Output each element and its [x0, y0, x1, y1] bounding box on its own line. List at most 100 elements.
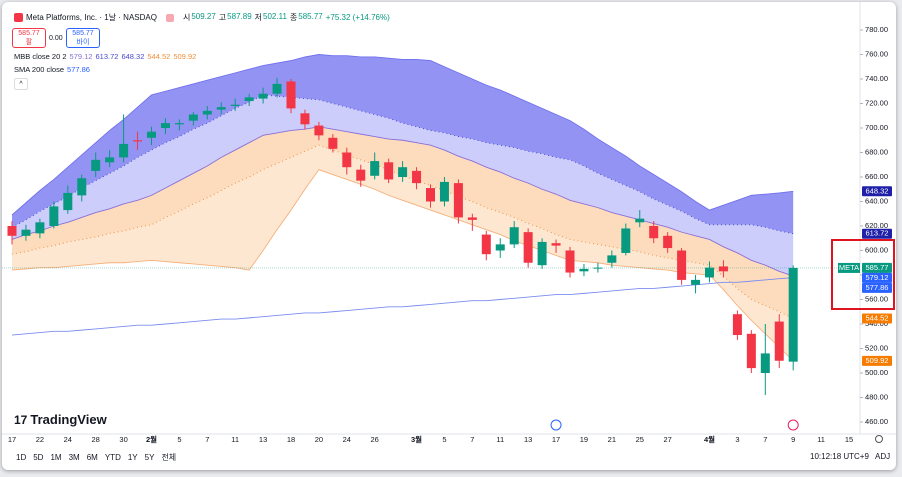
ohlc-value: 585.77	[298, 12, 323, 21]
timeframe-button[interactable]: 1Y	[127, 453, 138, 462]
sell-price: 585.77	[18, 30, 40, 37]
x-tick-label: 20	[315, 435, 323, 444]
ohlc-open: 시 509.27	[183, 12, 216, 23]
candle-body	[147, 131, 156, 138]
candle-body	[314, 125, 324, 136]
x-tick-label: 25	[636, 435, 644, 444]
candle-body	[244, 97, 254, 102]
candle-body	[272, 83, 282, 94]
candle-body	[300, 113, 310, 125]
price-tag-label: 577.86	[866, 283, 889, 292]
candle-body	[174, 123, 184, 125]
candle-body	[370, 161, 380, 176]
candle-body	[230, 104, 240, 106]
change: +75.32 (+14.76%)	[325, 13, 390, 22]
collapse-button[interactable]: ^	[14, 78, 28, 90]
ohlc-value: 502.11	[263, 12, 287, 21]
x-tick-label: 30	[119, 435, 127, 444]
price-tag	[862, 186, 892, 197]
candle-body	[565, 250, 575, 273]
band-fill	[12, 126, 794, 319]
candle-body	[49, 206, 59, 226]
candle-body	[426, 188, 435, 202]
timeframe-button[interactable]: YTD	[104, 453, 121, 462]
timeframe-button[interactable]: 3M	[68, 453, 80, 462]
x-tick-label: 3월	[411, 434, 422, 444]
timeframe-bar: 1D 5D 1M 3M 6M YTD 1Y 5Y 전체	[16, 452, 176, 463]
candle-body	[774, 321, 784, 361]
buy-button[interactable]: 585.77 바이	[66, 28, 100, 48]
sell-button[interactable]: 585.77 팔	[12, 28, 46, 48]
mbb-legend[interactable]: MBB close 20 2 579.12 613.72 648.32 544.…	[14, 52, 196, 61]
candle-body	[286, 81, 296, 109]
event-icon	[550, 419, 562, 431]
event-icon	[787, 419, 799, 431]
ohlc-label: 시	[182, 13, 191, 22]
highlight-box	[831, 239, 895, 310]
ohlc-label: 종	[289, 13, 298, 22]
y-tick-label: 560.00	[865, 294, 888, 303]
candle-body	[467, 217, 477, 220]
price-tag-label: 509.92	[866, 356, 889, 365]
candle-body	[607, 255, 617, 263]
x-tick-label: 28	[92, 435, 100, 444]
ohlc-low: 저 502.11	[255, 12, 287, 23]
candle-body	[579, 268, 589, 272]
symbol-icon	[14, 13, 23, 22]
x-tick-label: 2월	[146, 434, 157, 444]
candle-body	[216, 107, 226, 110]
x-tick-label: 13	[259, 435, 267, 444]
ohlc-value: 587.89	[227, 12, 252, 21]
candle-body	[551, 243, 561, 246]
x-tick-label: 17	[8, 435, 16, 444]
candle-body	[356, 169, 366, 181]
candle-body	[202, 110, 212, 115]
candle-body	[732, 314, 742, 336]
candle-body	[105, 157, 115, 163]
indicator-value: 544.52	[147, 52, 171, 61]
price-tag-label: 613.72	[866, 229, 889, 238]
candle-body	[258, 93, 268, 99]
x-tick-label: 21	[608, 435, 616, 444]
y-tick-label: 680.00	[865, 147, 888, 156]
x-tick-label: 11	[817, 435, 825, 444]
y-tick-label: 620.00	[865, 221, 888, 230]
price-tag	[862, 282, 892, 293]
timeframe-button[interactable]: 5D	[33, 453, 44, 462]
indicator-value: 648.32	[121, 52, 145, 61]
timeframe-button[interactable]: 1D	[16, 453, 27, 462]
candle-body	[412, 170, 422, 184]
candle-body	[188, 114, 198, 121]
candle-body	[746, 333, 756, 369]
ticker-tag	[838, 262, 860, 273]
sma-legend[interactable]: SMA 200 close 577.86	[14, 65, 90, 74]
x-tick-label: 18	[287, 435, 295, 444]
y-tick-label: 660.00	[865, 172, 888, 181]
candle-body	[63, 192, 73, 211]
ohlc-label: 고	[218, 13, 227, 22]
price-tag	[862, 262, 892, 273]
indicator-value: 509.92	[173, 52, 197, 61]
timeframe-button[interactable]: 6M	[86, 453, 98, 462]
flag-icon	[165, 13, 174, 22]
spread: 0.00	[49, 35, 63, 42]
y-tick-label: 520.00	[865, 343, 888, 352]
candle-body	[760, 353, 770, 373]
symbol-title[interactable]: Meta Platforms, Inc. · 1날 · NASDAQ	[26, 13, 157, 22]
candle-body	[691, 279, 701, 285]
candle-body	[537, 241, 547, 266]
x-tick-label: 5	[177, 435, 181, 444]
price-tag-label: 585.77	[866, 263, 889, 272]
buy-label: 바이	[76, 39, 90, 46]
price-tag-label: 579.12	[866, 273, 889, 282]
indicator-line	[11, 277, 794, 336]
timeframe-button[interactable]: 전체	[161, 453, 177, 462]
timeframe-button[interactable]: 1M	[50, 453, 62, 462]
price-tag-label: 544.52	[866, 313, 889, 322]
x-tick-label: 4월	[704, 434, 715, 444]
indicator-line	[11, 94, 794, 235]
candle-body	[649, 226, 659, 239]
y-tick-label: 460.00	[865, 417, 888, 426]
adj-button[interactable]: ADJ	[875, 452, 891, 461]
timeframe-button[interactable]: 5Y	[144, 453, 155, 462]
